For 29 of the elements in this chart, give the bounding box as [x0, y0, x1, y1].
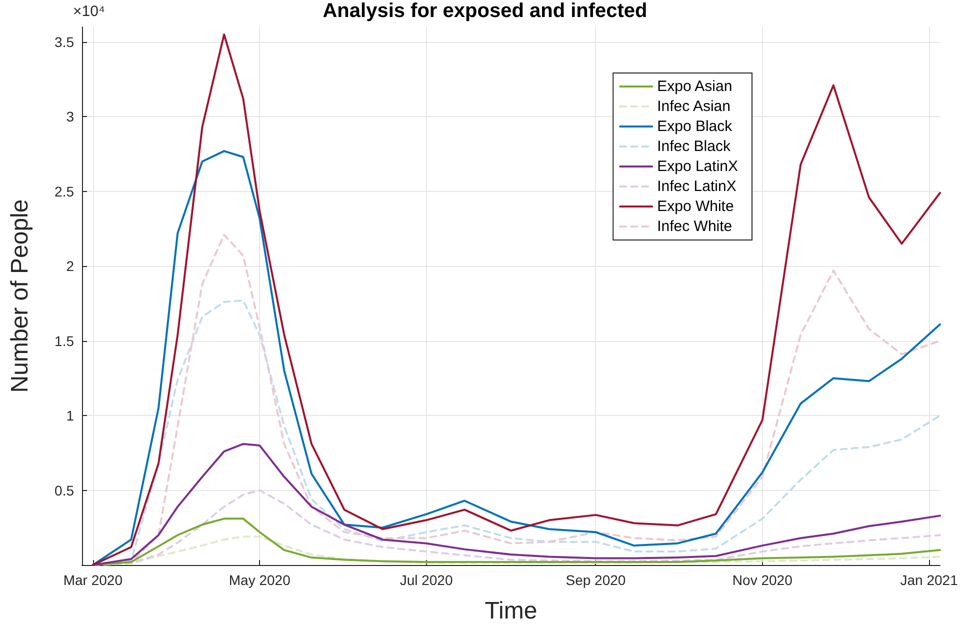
y-tick-label: 1: [66, 408, 74, 424]
legend-label: Infec Black: [657, 138, 731, 155]
x-tick-label: Jul 2020: [400, 572, 453, 588]
y-tick-label: 0.5: [54, 482, 74, 498]
legend-label: Expo White: [657, 198, 734, 215]
legend-label: Infec LatinX: [657, 178, 736, 195]
y-tick-label: 3.5: [54, 34, 74, 50]
y-axis-title: Number of People: [6, 199, 34, 393]
legend-label: Expo LatinX: [657, 158, 738, 175]
line-series: [92, 150, 941, 566]
x-tick-label: Jan 2021: [900, 572, 958, 588]
x-tick-label: May 2020: [228, 572, 291, 588]
y-tick-label: 2.5: [54, 183, 74, 200]
chart-title: Analysis for exposed and infected: [322, 0, 648, 22]
x-tick-label: Mar 2020: [63, 572, 123, 588]
y-tick-label: 3: [66, 108, 74, 125]
x-axis-title: Time: [484, 598, 538, 624]
x-tick-label: Nov 2020: [732, 572, 793, 588]
text: ×10⁴: [73, 3, 105, 20]
x-tick-label: Sep 2020: [566, 572, 626, 588]
legend-label: Infec White: [657, 218, 732, 235]
legend-label: Infec Asian: [657, 98, 730, 115]
legend-label: Expo Black: [657, 118, 733, 135]
y-tick-label: 2: [66, 258, 74, 274]
y-tick-label: 1.5: [54, 332, 74, 349]
legend-label: Expo Asian: [657, 78, 732, 95]
line-series: [92, 33, 941, 566]
line-series: [92, 442, 941, 566]
line-series: [92, 518, 941, 566]
